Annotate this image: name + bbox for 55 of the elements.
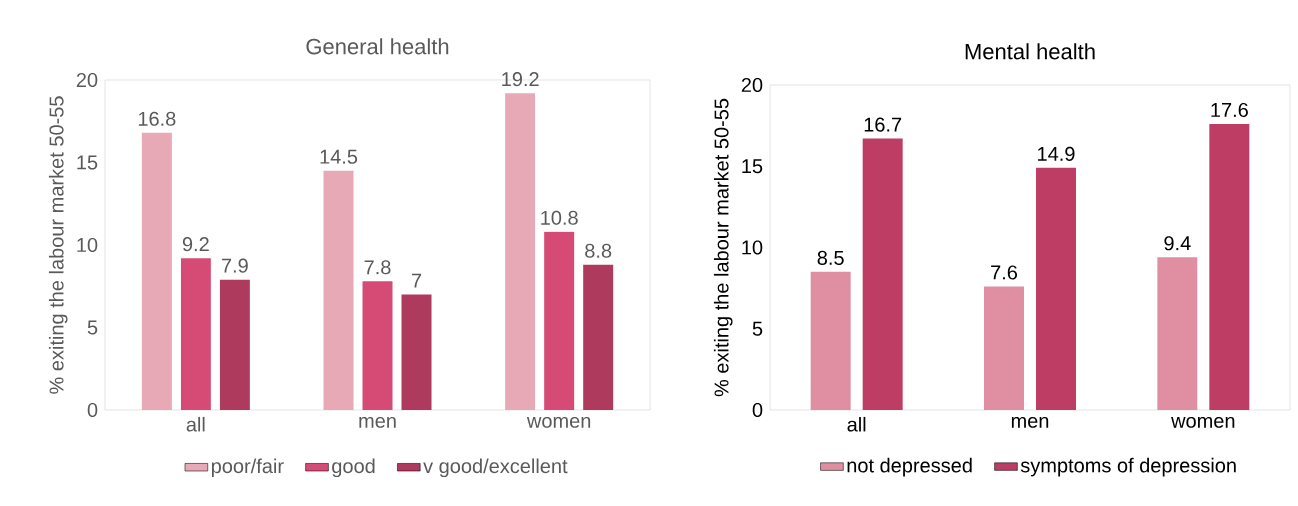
bar	[1157, 257, 1198, 410]
bar	[583, 264, 614, 410]
bar	[505, 93, 536, 410]
x-tick-label: women	[526, 416, 591, 428]
bar	[810, 271, 851, 410]
data-label: 9.4	[1164, 236, 1191, 251]
data-label: 9.2	[182, 237, 209, 252]
x-tick-label: all	[847, 416, 866, 432]
bar	[401, 294, 432, 410]
bar	[544, 231, 575, 410]
x-tick-label: women	[1171, 416, 1235, 428]
y-axis-title: % exiting the labour market 50-55	[48, 96, 68, 394]
x-tick-label: men	[359, 416, 396, 428]
y-tick-label: 0	[87, 402, 98, 418]
legend-label: poor/fair	[211, 458, 284, 478]
data-label: 17.6	[1211, 102, 1248, 118]
data-label: 8.5	[817, 250, 844, 265]
data-label: 7.6	[991, 265, 1018, 280]
y-tick-label: 10	[742, 240, 763, 255]
y-axis-title: % exiting the labour market 50-55	[713, 98, 733, 397]
bar	[862, 138, 903, 410]
legend-label: v good/excellent	[423, 458, 568, 478]
legend-label: symptoms of depression	[1020, 457, 1236, 477]
chart-title: Mental health	[965, 43, 1095, 60]
data-label: 16.8	[138, 111, 176, 126]
data-label: 10.8	[541, 210, 578, 225]
data-label: 14.5	[320, 149, 358, 164]
data-label: 19.2	[502, 72, 539, 87]
data-label: 7	[411, 273, 422, 288]
y-tick-label: 15	[77, 155, 98, 170]
chart-title: General health	[306, 38, 449, 55]
y-tick-label: 5	[87, 320, 98, 335]
bar	[141, 132, 172, 410]
data-label: 8.8	[585, 243, 612, 258]
y-tick-label: 10	[77, 237, 98, 253]
x-tick-label: men	[1011, 416, 1049, 428]
y-tick-label: 0	[752, 402, 763, 418]
x-tick-label: all	[186, 416, 205, 432]
y-tick-label: 15	[742, 159, 763, 174]
legend-label: not depressed	[847, 457, 972, 477]
data-label: 14.9	[1038, 146, 1075, 161]
y-tick-label: 20	[76, 72, 98, 88]
data-label: 16.7	[864, 117, 902, 132]
bar	[1209, 123, 1250, 410]
legend-label: good	[332, 458, 375, 478]
y-tick-label: 20	[741, 77, 763, 93]
bar	[984, 286, 1024, 410]
bar	[219, 279, 250, 410]
bar	[323, 170, 354, 410]
bar	[1036, 167, 1076, 410]
bar	[180, 258, 211, 410]
y-tick-label: 5	[752, 321, 763, 336]
data-label: 7.8	[364, 260, 391, 275]
bar	[362, 281, 393, 410]
data-label: 7.9	[221, 258, 248, 273]
